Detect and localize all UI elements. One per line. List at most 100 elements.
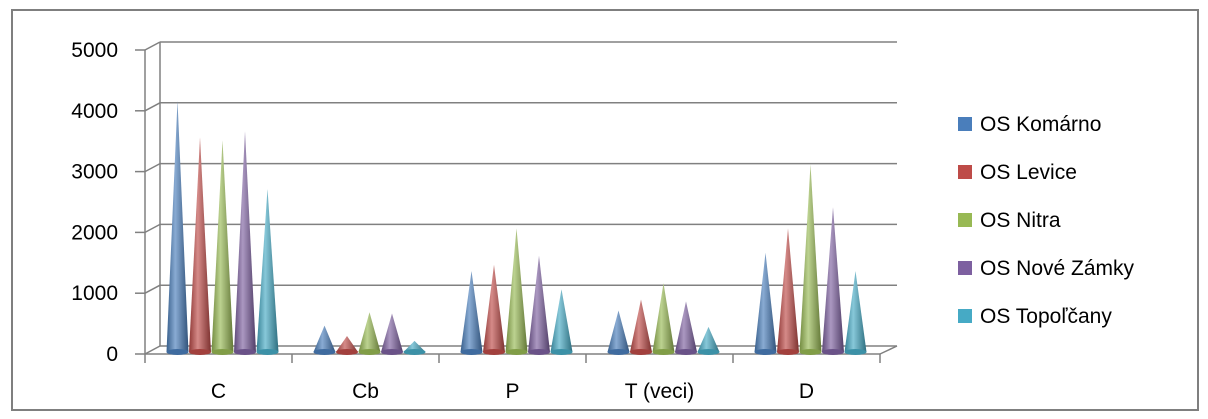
- bar-cone: [256, 188, 279, 352]
- y-tick-label: 3000: [71, 161, 118, 184]
- bar: [697, 326, 720, 355]
- legend-label: OS Nové Zámky: [980, 257, 1135, 280]
- bar: [460, 270, 483, 355]
- bar-base: [822, 349, 844, 355]
- bar: [381, 313, 403, 355]
- legend-label: OS Nitra: [980, 209, 1061, 232]
- bar-base: [528, 349, 550, 355]
- bar: [483, 264, 505, 355]
- bar-base: [336, 349, 358, 355]
- bar-base: [505, 349, 528, 355]
- bar-base: [211, 349, 234, 355]
- floor-edge: [879, 345, 898, 355]
- bar: [403, 340, 426, 355]
- bar-cone: [166, 100, 189, 352]
- bar-cone: [211, 140, 234, 352]
- bar-base: [166, 349, 189, 355]
- legend-item: OS Komárno: [958, 113, 1101, 136]
- legend-swatch: [958, 117, 972, 131]
- bar: [189, 137, 211, 355]
- x-axis-ticks: C Cb P T (veci) D: [211, 380, 814, 403]
- bar-cone: [403, 340, 426, 352]
- bar: [256, 188, 279, 355]
- x-tick-label: P: [505, 380, 519, 403]
- bar-cone: [483, 264, 505, 352]
- y-tick-label: 0: [106, 343, 118, 366]
- bar-cone: [697, 326, 720, 352]
- bar-base: [697, 349, 720, 355]
- bar: [844, 270, 867, 355]
- gridline-side: [144, 223, 161, 234]
- bar: [652, 283, 675, 355]
- bar: [799, 164, 822, 355]
- bar-base: [403, 349, 426, 355]
- y-tick-label: 2000: [71, 221, 118, 244]
- y-axis-ticks: 0 1000 2000 3000 4000 5000: [71, 39, 118, 366]
- bars: [166, 100, 867, 355]
- bar-cone: [777, 228, 799, 352]
- bar-base: [381, 349, 403, 355]
- legend-item: OS Nitra: [958, 209, 1061, 232]
- bar: [822, 207, 844, 355]
- bar: [754, 252, 777, 355]
- bar-cone: [822, 207, 844, 352]
- bar-base: [313, 349, 336, 355]
- bar: [630, 299, 652, 355]
- legend: OS Komárno OS Levice OS Nitra OS Nové Zámky…: [958, 113, 1135, 328]
- bar-base: [844, 349, 867, 355]
- legend-label: OS Komárno: [980, 113, 1101, 136]
- bar-cone: [189, 137, 211, 352]
- bar: [777, 228, 799, 355]
- bar: [336, 336, 358, 355]
- legend-swatch: [958, 165, 972, 179]
- bar-cone: [652, 283, 675, 352]
- gridline-side: [144, 41, 161, 51]
- gridline-side: [144, 162, 161, 173]
- bar-base: [754, 349, 777, 355]
- bar-cone: [799, 164, 822, 352]
- y-tick-label: 4000: [71, 100, 118, 123]
- gridline-side: [144, 102, 161, 112]
- bar: [166, 100, 189, 355]
- x-tick-label: C: [211, 380, 226, 403]
- bar-base: [607, 349, 630, 355]
- bar-base: [483, 349, 505, 355]
- bar-cone: [505, 228, 528, 352]
- bar-base: [358, 349, 381, 355]
- y-tick-label: 5000: [71, 39, 118, 62]
- legend-item: OS Levice: [958, 161, 1077, 184]
- bar: [607, 310, 630, 355]
- bar: [234, 131, 256, 355]
- legend-swatch: [958, 213, 972, 227]
- bar: [528, 255, 550, 355]
- legend-item: OS Nové Zámky: [958, 257, 1135, 280]
- bar-base: [256, 349, 279, 355]
- bar: [358, 312, 381, 355]
- y-tick-label: 1000: [71, 282, 118, 305]
- bar-base: [799, 349, 822, 355]
- bar-cone: [313, 325, 336, 352]
- x-tick-label: T (veci): [625, 380, 695, 403]
- legend-label: OS Topoľčany: [980, 305, 1112, 328]
- bar: [313, 325, 336, 355]
- bar-cone: [358, 312, 381, 352]
- gridline-side: [144, 284, 161, 294]
- bar-cone: [630, 299, 652, 352]
- bar-base: [675, 349, 697, 355]
- bar-cone: [234, 131, 256, 352]
- bar-cone: [607, 310, 630, 352]
- legend-item: OS Topoľčany: [958, 305, 1112, 328]
- bar: [550, 289, 573, 355]
- bar: [675, 301, 697, 355]
- bar-cone: [381, 313, 403, 352]
- bar-cone: [844, 270, 867, 352]
- legend-swatch: [958, 309, 972, 323]
- bar-cone: [460, 270, 483, 352]
- bar: [505, 228, 528, 355]
- bar-base: [460, 349, 483, 355]
- bar-base: [652, 349, 675, 355]
- bar: [211, 140, 234, 355]
- x-tick-label: Cb: [352, 380, 379, 403]
- bar-cone: [550, 289, 573, 352]
- gridline-side: [144, 345, 161, 355]
